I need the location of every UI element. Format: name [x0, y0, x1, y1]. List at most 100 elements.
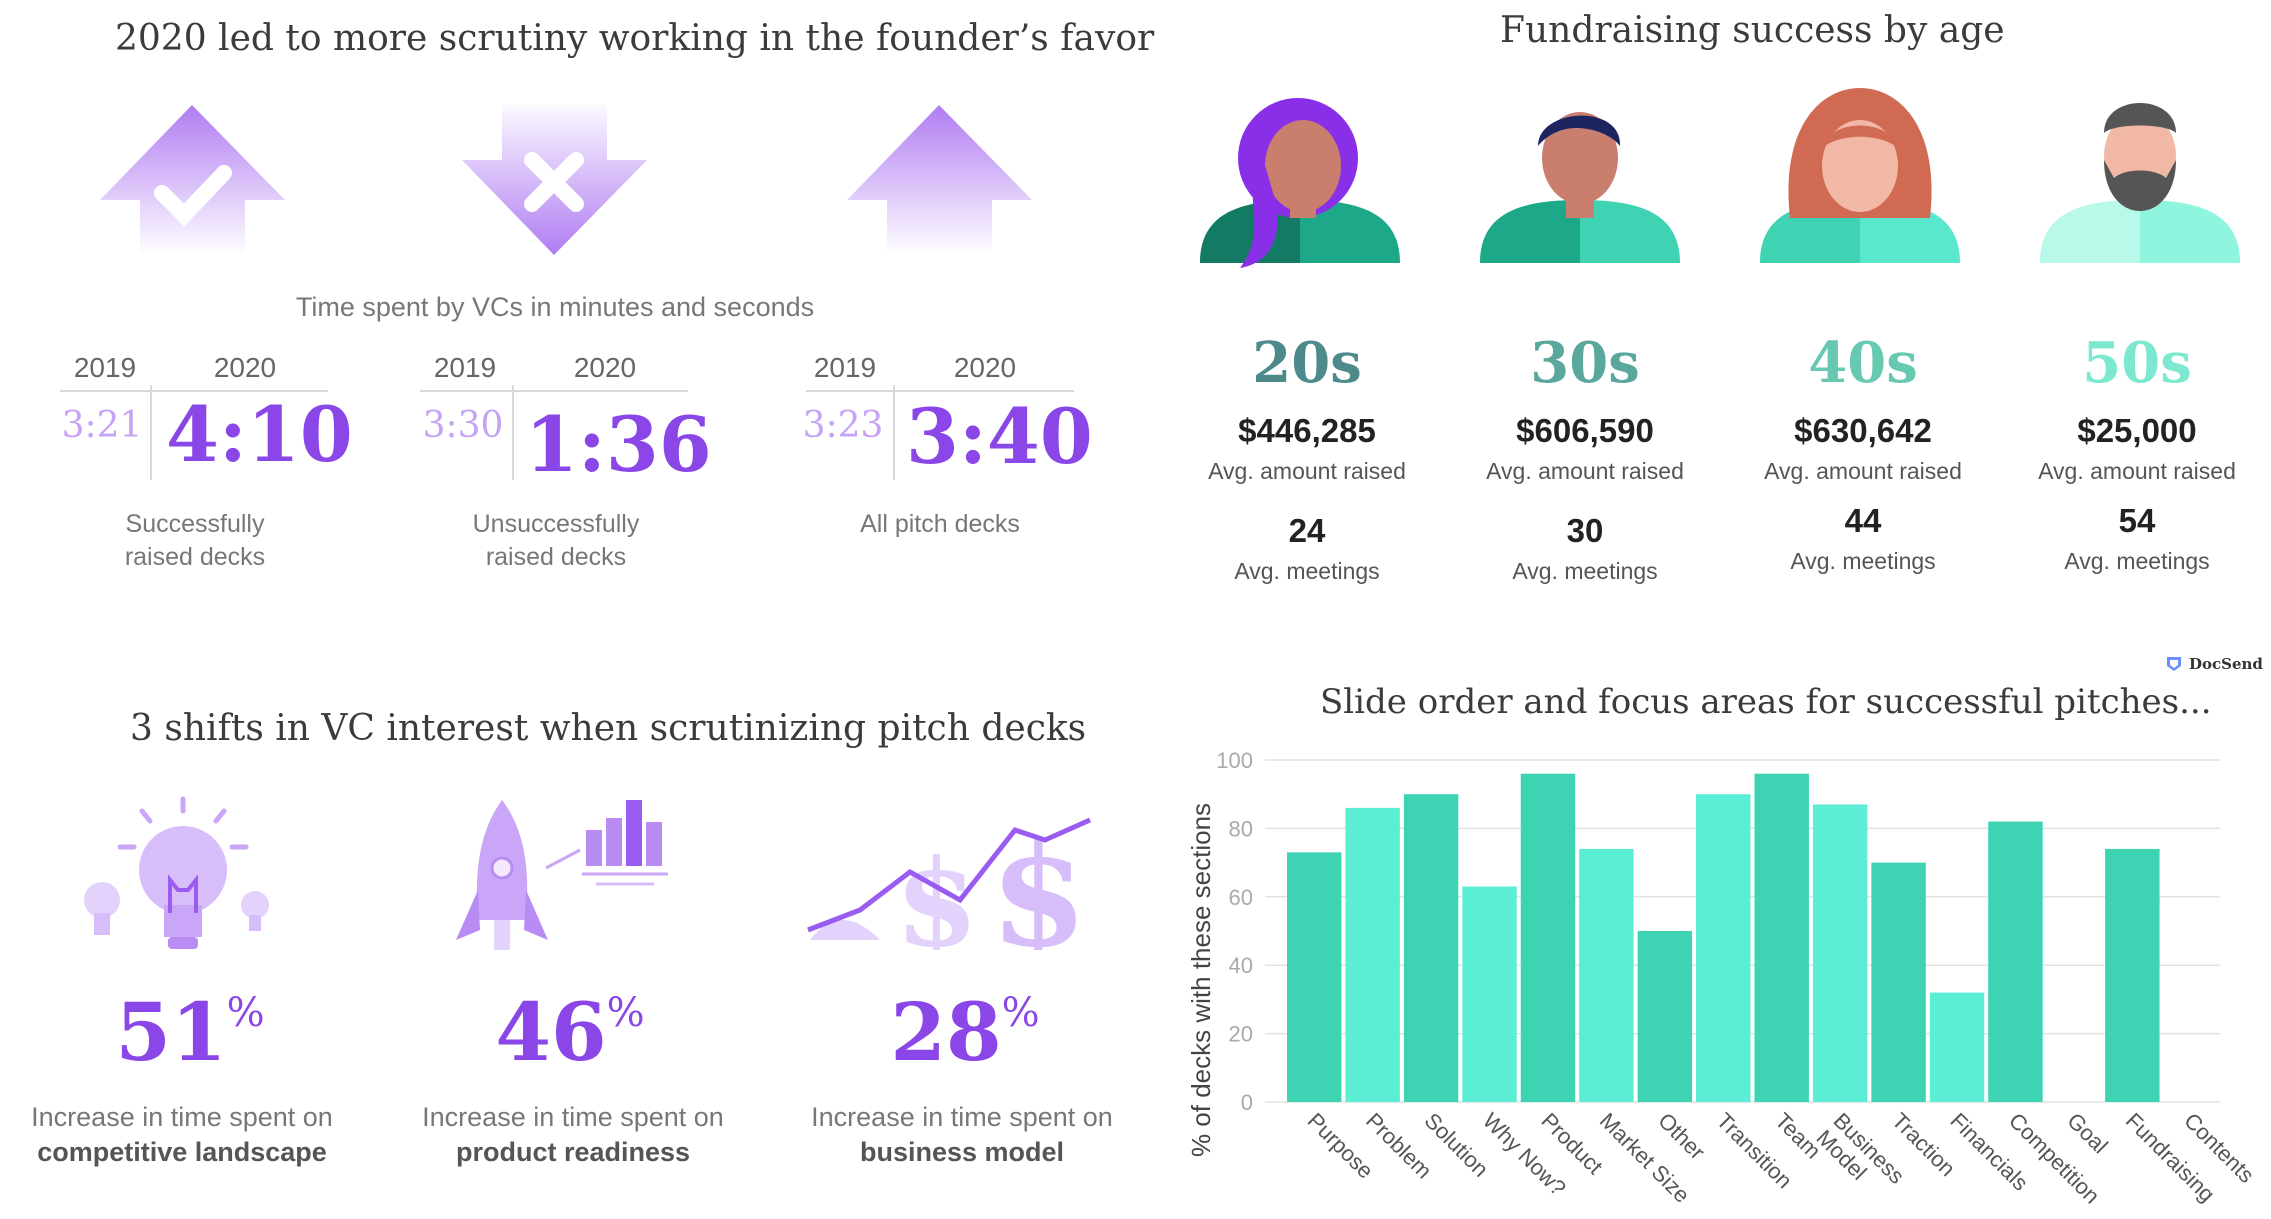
caption-line: Unsuccessfully	[472, 510, 640, 538]
y-tick-label: 40	[1229, 953, 1253, 978]
y-tick-label: 80	[1229, 816, 1253, 841]
year-2019: 2019	[73, 352, 137, 383]
y-tick-label: 60	[1229, 885, 1253, 910]
caption-line: raised decks	[485, 543, 627, 571]
bar	[1754, 773, 1809, 1102]
bar	[2105, 848, 2160, 1102]
rocket-chart-icon	[456, 800, 668, 950]
shift-caption: Increase in time spent on competitive la…	[0, 1100, 372, 1170]
percent-unit: %	[1001, 990, 1040, 1036]
age-label: 30s	[1530, 330, 1640, 396]
caption-line: Increase in time spent on	[422, 1102, 724, 1132]
divider	[893, 385, 895, 480]
bar-chart: % of decks with these sections 0 20 40 60 80…	[1186, 748, 2259, 1209]
up-arrow-check-icon	[100, 105, 285, 255]
docsend-logo-icon	[2167, 657, 2181, 671]
age-label: 40s	[1808, 330, 1918, 396]
caption-line: All pitch decks	[860, 510, 1020, 538]
shifts-title: 3 shifts in VC interest when scrutinizin…	[130, 708, 1087, 749]
amount-label: Avg. amount raised	[1208, 458, 1406, 484]
caption-line: Increase in time spent on	[811, 1102, 1113, 1132]
amount-label: Avg. amount raised	[1764, 458, 1962, 484]
caption-emphasis: product readiness	[455, 1137, 691, 1167]
deck-caption: Successfully raised decks	[75, 508, 315, 574]
meetings-value: 44	[1844, 502, 1882, 539]
age-label: 50s	[2082, 330, 2192, 396]
meetings-label: Avg. meetings	[1512, 558, 1658, 584]
years-row: 2019 2020	[55, 352, 325, 383]
down-arrow-x-icon	[462, 105, 647, 255]
year-2020: 2020	[573, 352, 637, 383]
meetings-value: 24	[1288, 512, 1326, 549]
caption-line: raised decks	[124, 543, 266, 571]
avatar-20s-icon	[1200, 98, 1400, 268]
years-row: 2019 2020	[795, 352, 1065, 383]
meetings-value: 54	[2118, 502, 2156, 539]
bar	[1637, 931, 1693, 1102]
x-tick-label: Goal	[2062, 1108, 2113, 1159]
meetings-value: 30	[1566, 512, 1604, 549]
bar	[1579, 848, 1634, 1102]
bar	[1929, 992, 1985, 1102]
shift-percent: 46%	[410, 985, 730, 1079]
percent-value: 28	[890, 985, 1002, 1079]
caption-line: Successfully	[125, 510, 265, 538]
avatar-30s-icon	[1480, 112, 1680, 263]
deck-caption: Unsuccessfully raised decks	[436, 508, 676, 574]
bar	[1403, 794, 1459, 1102]
svg-text:$: $	[990, 815, 1087, 950]
caption-emphasis: business model	[859, 1137, 1065, 1167]
divider	[512, 385, 514, 480]
age-label: 20s	[1252, 330, 1362, 396]
year-2020: 2020	[953, 352, 1017, 383]
amount-label: Avg. amount raised	[1486, 458, 1684, 484]
divider	[806, 390, 1074, 392]
avatar-50s-icon	[2040, 103, 2240, 263]
divider	[60, 390, 328, 392]
shift-caption: Increase in time spent on business model	[772, 1100, 1152, 1170]
scrutiny-subtitle: Time spent by VCs in minutes and seconds	[295, 292, 815, 322]
time-2019: 3:23	[802, 405, 884, 446]
y-tick-label: 20	[1229, 1022, 1253, 1047]
caption-line: Increase in time spent on	[31, 1102, 333, 1132]
caption-emphasis: competitive landscape	[37, 1137, 327, 1167]
time-2020: 1:36	[525, 400, 712, 489]
age-title: Fundraising success by age	[1500, 10, 2005, 51]
year-2020: 2020	[213, 352, 277, 383]
percent-value: 51	[115, 985, 227, 1079]
bar	[1462, 886, 1517, 1102]
percent-unit: %	[606, 990, 645, 1036]
time-2020: 3:40	[906, 392, 1093, 481]
percent-value: 46	[495, 985, 607, 1079]
deck-caption: All pitch decks	[820, 508, 1060, 541]
lightbulb-icon	[84, 796, 269, 949]
year-2019: 2019	[433, 352, 497, 383]
amount-value: $606,590	[1516, 412, 1654, 449]
bar	[1812, 804, 1868, 1102]
time-2020: 4:10	[166, 390, 353, 479]
up-arrow-icon	[847, 105, 1032, 255]
y-tick-label: 0	[1241, 1090, 1253, 1115]
meetings-label: Avg. meetings	[1790, 548, 1936, 574]
time-2019: 3:30	[422, 405, 504, 446]
bar	[1988, 821, 2043, 1102]
meetings-label: Avg. meetings	[1234, 558, 1380, 584]
bar	[1520, 773, 1576, 1102]
shift-caption: Increase in time spent on product readin…	[383, 1100, 763, 1170]
time-2019: 3:21	[61, 405, 143, 446]
bar	[1696, 794, 1751, 1102]
amount-value: $630,642	[1794, 412, 1932, 449]
brand-logo: DocSend	[2165, 655, 2263, 673]
divider	[150, 385, 152, 480]
amount-label: Avg. amount raised	[2038, 458, 2236, 484]
scrutiny-title: 2020 led to more scrutiny working in the…	[115, 18, 1155, 59]
shift-percent: 28%	[805, 985, 1125, 1079]
bar	[1871, 862, 1926, 1102]
brand-name: DocSend	[2189, 655, 2263, 673]
y-tick-label: 100	[1216, 748, 1253, 773]
amount-value: $25,000	[2077, 412, 2197, 449]
divider	[420, 390, 688, 392]
dollar-trend-icon: $ $	[807, 815, 1092, 950]
meetings-label: Avg. meetings	[2064, 548, 2210, 574]
percent-unit: %	[226, 990, 265, 1036]
